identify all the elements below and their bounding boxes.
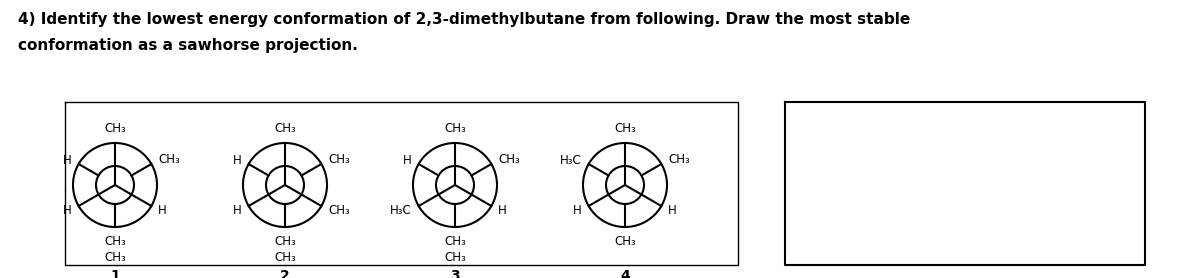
Text: H₃C: H₃C bbox=[390, 203, 412, 217]
Text: H: H bbox=[668, 203, 677, 217]
Text: H: H bbox=[62, 203, 72, 217]
Text: CH₃: CH₃ bbox=[329, 153, 350, 167]
Text: H: H bbox=[572, 203, 582, 217]
Text: CH₃: CH₃ bbox=[668, 153, 690, 167]
Text: CH₃: CH₃ bbox=[274, 122, 296, 135]
Text: 1: 1 bbox=[110, 269, 120, 278]
Text: CH₃: CH₃ bbox=[614, 122, 636, 135]
Text: CH₃: CH₃ bbox=[158, 153, 180, 167]
Text: 2: 2 bbox=[280, 269, 290, 278]
Text: H: H bbox=[403, 153, 412, 167]
Text: conformation as a sawhorse projection.: conformation as a sawhorse projection. bbox=[18, 38, 358, 53]
Text: CH₃: CH₃ bbox=[104, 235, 126, 248]
Text: CH₃: CH₃ bbox=[444, 251, 466, 264]
Text: 4: 4 bbox=[620, 269, 630, 278]
Text: CH₃: CH₃ bbox=[274, 235, 296, 248]
Text: H: H bbox=[233, 203, 241, 217]
Text: 4) Identify the lowest energy conformation of 2,3-dimethylbutane from following.: 4) Identify the lowest energy conformati… bbox=[18, 12, 911, 27]
Text: H: H bbox=[498, 203, 508, 217]
Text: H₃C: H₃C bbox=[560, 153, 582, 167]
Text: H: H bbox=[158, 203, 167, 217]
Text: CH₃: CH₃ bbox=[274, 251, 296, 264]
Text: CH₃: CH₃ bbox=[498, 153, 520, 167]
Text: 3: 3 bbox=[450, 269, 460, 278]
Text: CH₃: CH₃ bbox=[329, 203, 350, 217]
Text: H: H bbox=[62, 153, 72, 167]
Text: H: H bbox=[233, 153, 241, 167]
Text: CH₃: CH₃ bbox=[444, 235, 466, 248]
Text: CH₃: CH₃ bbox=[444, 122, 466, 135]
Text: CH₃: CH₃ bbox=[104, 251, 126, 264]
Text: CH₃: CH₃ bbox=[104, 122, 126, 135]
Text: CH₃: CH₃ bbox=[614, 235, 636, 248]
